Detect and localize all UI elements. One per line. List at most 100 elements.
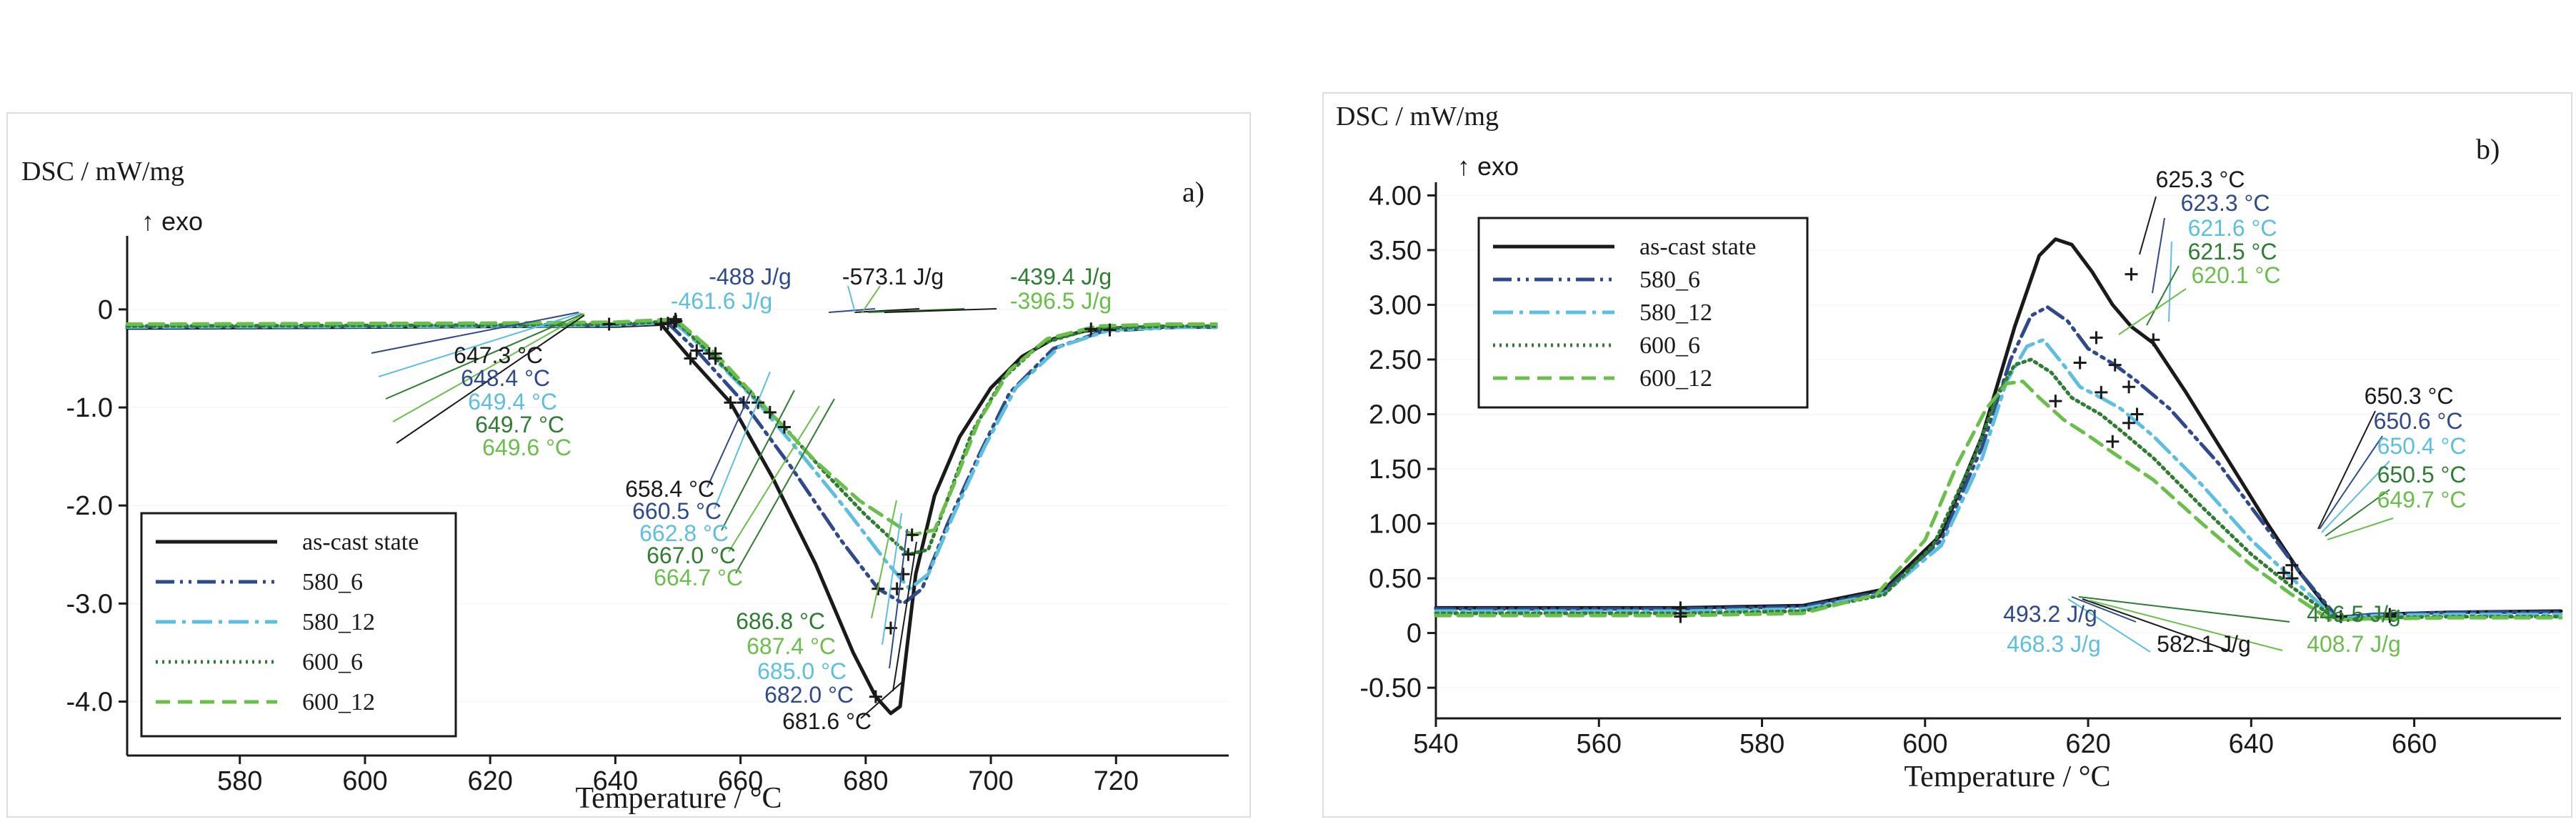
panel-b-leader-lines bbox=[2067, 196, 2394, 653]
panel-a-ticks: 580 600 620 640 660 680 700 720 0 -1.0 -2.0 -3.0 -4.… bbox=[66, 295, 1139, 796]
x-tick-label: 680 bbox=[843, 766, 888, 796]
annotation-label: 649.6 °C bbox=[482, 435, 571, 460]
leader-line bbox=[2152, 217, 2165, 294]
peak-marker bbox=[602, 317, 616, 331]
y-tick-label: -3.0 bbox=[66, 589, 113, 619]
legend-label: 580_6 bbox=[1639, 267, 1700, 293]
legend-box bbox=[140, 512, 457, 738]
annotation-label: 649.4 °C bbox=[468, 389, 557, 415]
leader-line bbox=[860, 682, 902, 719]
annotation-label: 650.6 °C bbox=[2374, 408, 2463, 434]
peak-marker bbox=[897, 568, 910, 581]
peak-marker bbox=[2285, 572, 2299, 585]
y-tick-label: 1.50 bbox=[1369, 455, 1422, 485]
series-line-600-6 bbox=[1434, 357, 2563, 622]
peak-marker bbox=[869, 690, 882, 703]
peak-marker bbox=[1084, 322, 1098, 336]
panel-a: DSC / mW/mg ↑ exo a) Temperature / °C 58… bbox=[6, 112, 1251, 818]
leader-line bbox=[2082, 598, 2233, 653]
leader-line bbox=[892, 541, 917, 692]
annotation-label: 621.5 °C bbox=[2188, 239, 2277, 264]
peak-marker bbox=[777, 420, 791, 434]
x-tick-label: 660 bbox=[718, 766, 763, 796]
annotation-label: 658.4 °C bbox=[625, 476, 714, 502]
peak-marker bbox=[669, 312, 682, 326]
leader-line bbox=[371, 312, 579, 354]
peak-marker bbox=[2106, 435, 2120, 448]
peak-marker bbox=[905, 528, 919, 542]
leader-line bbox=[728, 405, 820, 553]
legend-label: as-cast state bbox=[1639, 234, 1756, 260]
x-tick-label: 600 bbox=[342, 766, 387, 796]
x-tick-label: 600 bbox=[1902, 729, 1947, 759]
y-tick-label: -0.50 bbox=[1359, 673, 1422, 703]
peak-marker bbox=[2334, 610, 2347, 623]
x-tick-label: 580 bbox=[217, 766, 262, 796]
panel-a-markers bbox=[602, 312, 1117, 703]
leader-line bbox=[2067, 598, 2151, 653]
leader-line bbox=[714, 371, 771, 510]
x-tick-label: 720 bbox=[1094, 766, 1139, 796]
legend-label: 580_12 bbox=[1639, 299, 1712, 326]
leader-line bbox=[2139, 196, 2157, 255]
leader-line bbox=[392, 313, 585, 422]
leader-line bbox=[396, 315, 585, 444]
x-tick-label: 580 bbox=[1739, 729, 1784, 759]
peak-marker bbox=[684, 352, 697, 365]
panel-b-frame bbox=[1322, 92, 2572, 818]
peak-marker bbox=[2285, 558, 2299, 572]
panel-b-ticks: 540 560 580 600 620 640 660 4.00 3.50 3.00 2.50 2.0… bbox=[1359, 181, 2437, 759]
leader-line bbox=[2325, 489, 2390, 537]
y-tick-label: -4.0 bbox=[66, 688, 113, 718]
annotation-label: 650.3 °C bbox=[2365, 383, 2454, 409]
peak-marker bbox=[2277, 566, 2290, 580]
annotation-label: -573.1 J/g bbox=[842, 264, 944, 289]
panel-a-x-axis-label: Temperature / °C bbox=[575, 782, 782, 815]
peak-marker bbox=[890, 582, 904, 595]
peak-marker bbox=[2122, 416, 2136, 430]
annotation-label: 621.6 °C bbox=[2188, 215, 2277, 241]
annotation-label: 686.8 °C bbox=[736, 608, 825, 634]
annotation-label: 650.4 °C bbox=[2377, 433, 2467, 459]
annotation-label: -396.5 J/g bbox=[1010, 288, 1112, 314]
panel-b-label: b) bbox=[2476, 133, 2500, 165]
annotation-label: 649.7 °C bbox=[2377, 487, 2467, 512]
peak-marker bbox=[2090, 331, 2103, 345]
annotation-label: 493.2 J/g bbox=[2003, 601, 2097, 627]
peak-marker bbox=[2049, 395, 2062, 408]
peak-marker bbox=[724, 396, 737, 410]
legend-label: 600_12 bbox=[1639, 365, 1712, 392]
annotation-label: 625.3 °C bbox=[2156, 167, 2245, 192]
panel-b-x-axis-label: Temperature / °C bbox=[1904, 761, 2110, 793]
annotation-label: 687.4 °C bbox=[747, 633, 836, 659]
panel-a-y-axis-label: DSC / mW/mg bbox=[21, 157, 184, 187]
x-tick-label: 560 bbox=[1577, 729, 1622, 759]
annotation-label: 582.1 J/g bbox=[2157, 631, 2251, 657]
annotation-label: 620.1 °C bbox=[2192, 262, 2281, 288]
leader-line bbox=[2321, 460, 2390, 533]
x-tick-label: 540 bbox=[1413, 729, 1458, 759]
leader-line bbox=[862, 285, 881, 313]
x-tick-label: 700 bbox=[968, 766, 1013, 796]
series-line-600-12 bbox=[1434, 380, 2563, 622]
panel-b-y-axis-label: DSC / mW/mg bbox=[1336, 101, 1499, 132]
annotation-label: 660.5 °C bbox=[632, 498, 722, 524]
annotation-label: 650.5 °C bbox=[2377, 462, 2467, 487]
annotation-label: 647.3 °C bbox=[454, 342, 543, 368]
annotation-label: -461.6 J/g bbox=[671, 288, 772, 314]
panel-b-series bbox=[1434, 237, 2563, 622]
peak-marker bbox=[2147, 333, 2160, 347]
annotation-label: 682.0 °C bbox=[764, 682, 854, 708]
annotation-label: 662.8 °C bbox=[639, 520, 729, 546]
annotation-label: -488 J/g bbox=[709, 264, 792, 289]
leader-line bbox=[735, 398, 835, 574]
annotation-label: 667.0 °C bbox=[647, 543, 736, 568]
annotation-label: 623.3 °C bbox=[2181, 190, 2270, 216]
peak-marker bbox=[763, 405, 777, 419]
panel-a-annotations: -488 J/g -573.1 J/g -439.4 J/g -461.6 J/g -3… bbox=[454, 264, 1112, 734]
panel-a-exo-label: ↑ exo bbox=[141, 207, 203, 236]
peak-marker bbox=[2130, 407, 2144, 421]
leader-line bbox=[2071, 596, 2137, 623]
